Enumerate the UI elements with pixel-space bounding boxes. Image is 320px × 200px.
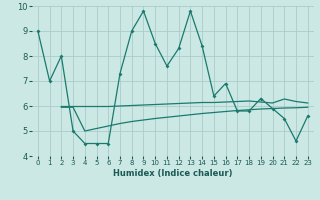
- X-axis label: Humidex (Indice chaleur): Humidex (Indice chaleur): [113, 169, 233, 178]
